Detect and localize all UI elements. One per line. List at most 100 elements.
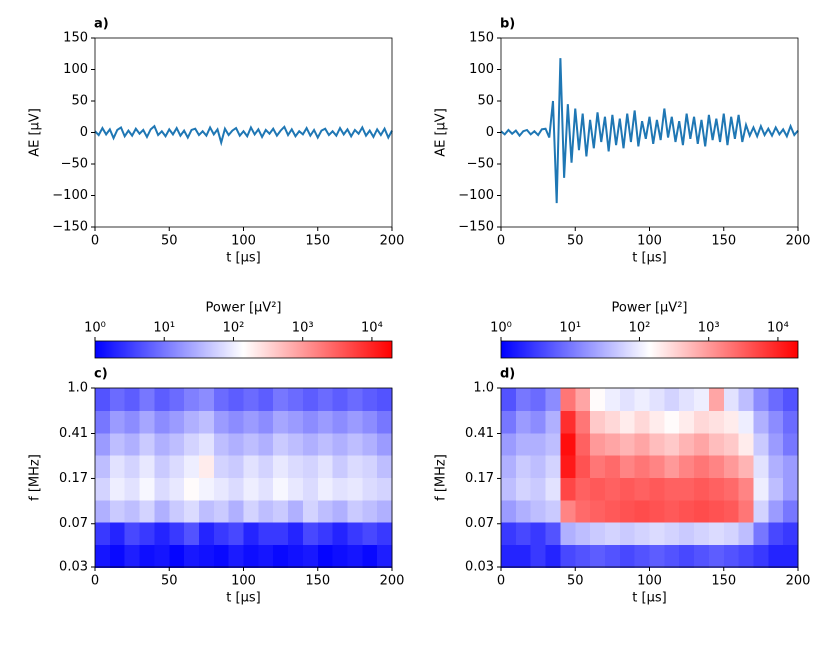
x-tick-label: 200 xyxy=(786,234,811,249)
heatmap-cell xyxy=(545,477,561,501)
heatmap-cell xyxy=(664,410,680,434)
heatmap-cell xyxy=(575,388,591,411)
heatmap-cell xyxy=(124,499,141,523)
heatmap-cell xyxy=(332,410,348,434)
heatmap-cell xyxy=(317,477,334,501)
heatmap-cell xyxy=(169,432,185,456)
heatmap-cell xyxy=(347,499,363,523)
heatmap-cell xyxy=(258,455,274,478)
x-tick-label: 200 xyxy=(380,234,405,249)
heatmap-cell xyxy=(753,522,769,546)
x-tick-label: 0 xyxy=(497,234,505,249)
heatmap-cell xyxy=(243,455,259,478)
heatmap-cell xyxy=(288,522,304,546)
heatmap-cell xyxy=(377,410,393,434)
heatmap-cell xyxy=(575,499,591,523)
heatmap-cell xyxy=(679,522,695,546)
heatmap-cell xyxy=(258,410,274,434)
heatmap-cell xyxy=(560,545,576,568)
heatmap-cell xyxy=(723,522,740,546)
heatmap-cell xyxy=(501,455,517,478)
heatmap-cell xyxy=(783,522,799,546)
y-tick-label: −50 xyxy=(467,157,494,172)
heatmap-cell xyxy=(332,388,348,411)
x-tick-label: 100 xyxy=(637,234,662,249)
heatmap-cell xyxy=(198,545,215,568)
heatmap-cell xyxy=(228,410,244,434)
heatmap-cell xyxy=(184,410,200,434)
heatmap-cell xyxy=(708,388,725,411)
heatmap-cell xyxy=(109,499,126,523)
heatmap-cell xyxy=(377,432,393,456)
heatmap-cell xyxy=(679,477,695,501)
heatmap-cell xyxy=(560,432,576,456)
heatmap-cell xyxy=(753,545,769,568)
heatmap-cell xyxy=(664,388,680,411)
heatmap-cell xyxy=(619,545,636,568)
heatmap-cell xyxy=(723,499,740,523)
y-tick-label: 1.0 xyxy=(67,381,88,396)
heatmap-cell xyxy=(154,455,170,478)
heatmap-cell xyxy=(530,432,547,456)
heatmap-cell xyxy=(530,522,547,546)
heatmap-cell xyxy=(590,432,606,456)
heatmap-cell xyxy=(377,545,393,568)
heatmap-cell xyxy=(753,477,769,501)
heatmap-cell xyxy=(213,499,230,523)
heatmap-cell xyxy=(169,545,185,568)
y-tick-label: 0.03 xyxy=(465,560,494,575)
heatmap-cell xyxy=(738,432,754,456)
heatmap-cell xyxy=(590,522,606,546)
heatmap-cell xyxy=(95,410,111,434)
heatmap-cell xyxy=(649,432,665,456)
heatmap-cell xyxy=(198,522,215,546)
heatmap-cell xyxy=(590,545,606,568)
heatmap-cell xyxy=(679,455,695,478)
panel-label: c) xyxy=(94,367,108,382)
heatmap-cell xyxy=(649,545,665,568)
y-tick-label: 100 xyxy=(469,62,494,77)
heatmap-cell xyxy=(124,522,141,546)
heatmap-cell xyxy=(377,499,393,523)
heatmap-cell xyxy=(362,499,378,523)
heatmap-cell xyxy=(228,499,244,523)
x-tick-label: 100 xyxy=(231,574,256,589)
heatmap-cell xyxy=(377,388,393,411)
heatmap-cell xyxy=(332,477,348,501)
heatmap-cell xyxy=(768,477,784,501)
heatmap-cell xyxy=(95,522,111,546)
heatmap-cell xyxy=(501,499,517,523)
heatmap-cell xyxy=(634,410,650,434)
heatmap-cell xyxy=(545,545,561,568)
heatmap-cell xyxy=(169,522,185,546)
heatmap-cell xyxy=(169,388,185,411)
heatmap-cell xyxy=(213,410,230,434)
heatmap-cell xyxy=(560,388,576,411)
heatmap-cell xyxy=(124,410,141,434)
colorbar-tick-label: 10¹ xyxy=(153,321,175,336)
heatmap-cell xyxy=(109,432,126,456)
heatmap-cell xyxy=(723,432,740,456)
heatmap-cell xyxy=(783,477,799,501)
heatmap-cell xyxy=(347,545,363,568)
colorbar-tick-label: 10³ xyxy=(698,321,720,336)
heatmap-cell xyxy=(723,545,740,568)
heatmap-cell xyxy=(362,388,378,411)
heatmap-cell xyxy=(575,522,591,546)
heatmap-cell xyxy=(154,499,170,523)
heatmap-cell xyxy=(258,545,274,568)
heatmap-cell xyxy=(515,499,532,523)
heatmap-cell xyxy=(273,410,289,434)
heatmap-cell xyxy=(362,410,378,434)
heatmap-cell xyxy=(545,432,561,456)
heatmap-cell xyxy=(575,432,591,456)
heatmap-cell xyxy=(619,455,636,478)
heatmap-cell xyxy=(228,545,244,568)
heatmap-cell xyxy=(575,410,591,434)
colorbar-tick-label: 10⁴ xyxy=(361,321,383,336)
heatmap-cell xyxy=(708,455,725,478)
heatmap-cell xyxy=(288,410,304,434)
heatmap-cell xyxy=(708,499,725,523)
heatmap-cell xyxy=(738,477,754,501)
heatmap-cell xyxy=(575,455,591,478)
